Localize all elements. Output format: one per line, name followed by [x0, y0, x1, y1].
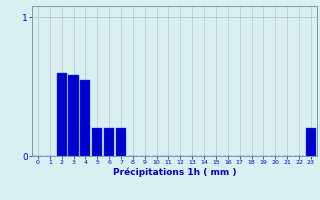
Bar [104, 128, 114, 156]
Bar [306, 128, 316, 156]
Bar [92, 128, 102, 156]
Bar [68, 75, 79, 156]
Bar [80, 80, 91, 156]
Bar [57, 73, 67, 156]
X-axis label: Précipitations 1h ( mm ): Précipitations 1h ( mm ) [113, 168, 236, 177]
Bar [116, 128, 126, 156]
